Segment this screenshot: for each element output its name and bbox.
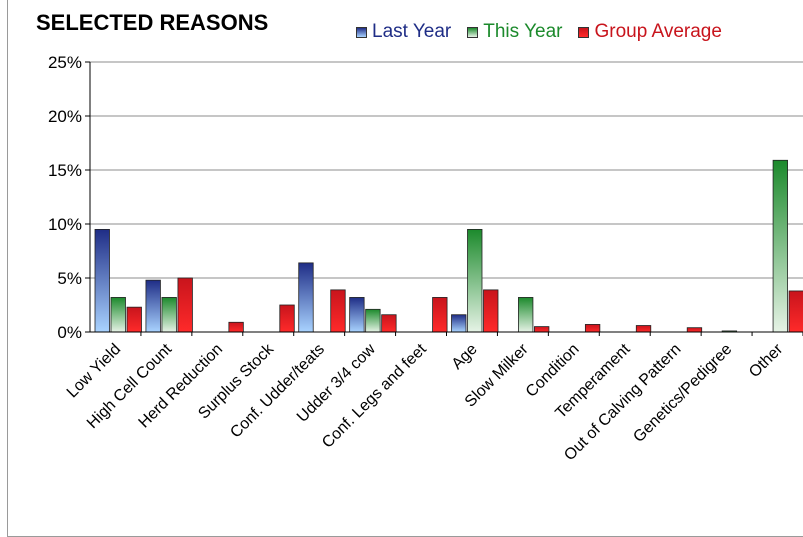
legend-swatch-this-year <box>467 26 479 38</box>
bar <box>228 321 244 333</box>
bar <box>788 290 803 333</box>
bar <box>432 297 448 333</box>
category-label: Age <box>449 341 481 373</box>
bar <box>451 314 467 333</box>
bar <box>161 297 177 333</box>
bar <box>298 262 314 333</box>
category-label: Other <box>746 340 787 381</box>
bar <box>483 289 499 333</box>
bar <box>686 327 703 333</box>
legend-label-last-year: Last Year <box>372 21 452 42</box>
chart-title: SELECTED REASONS <box>36 10 269 35</box>
y-tick-label: 15% <box>48 161 82 180</box>
legend-item-this-year: This Year <box>467 21 562 43</box>
bar <box>635 325 652 333</box>
y-tick-label: 0% <box>57 323 82 342</box>
bar <box>381 314 397 333</box>
bar <box>110 297 126 333</box>
bar <box>365 308 381 333</box>
bar <box>518 297 534 333</box>
legend-label-group-average: Group Average <box>594 21 722 42</box>
y-tick-label: 5% <box>57 269 82 288</box>
bar <box>145 279 161 333</box>
y-tick-label: 10% <box>48 215 82 234</box>
legend-label-this-year: This Year <box>483 21 563 42</box>
category-label: Genetics/Pedigree <box>630 341 735 446</box>
legend-item-group-average: Group Average <box>578 21 722 43</box>
bar <box>467 228 483 333</box>
legend: Last Year This Year Group Average <box>356 20 738 44</box>
bar <box>126 306 142 333</box>
category-label: Conf. Udder/teats <box>227 341 328 442</box>
y-tick-label: 25% <box>48 53 82 72</box>
bar <box>772 159 788 333</box>
legend-swatch-last-year <box>356 26 367 38</box>
y-tick-label: 20% <box>48 107 82 126</box>
bar <box>94 228 110 333</box>
bar <box>534 326 550 333</box>
category-label: Conf. Legs and feet <box>319 340 430 451</box>
bar <box>349 297 365 333</box>
bar <box>584 324 601 333</box>
legend-swatch-group-average <box>578 26 590 38</box>
bar <box>279 304 295 333</box>
legend-item-last-year: Last Year <box>356 21 451 43</box>
bar <box>330 289 346 333</box>
bar <box>177 277 193 333</box>
